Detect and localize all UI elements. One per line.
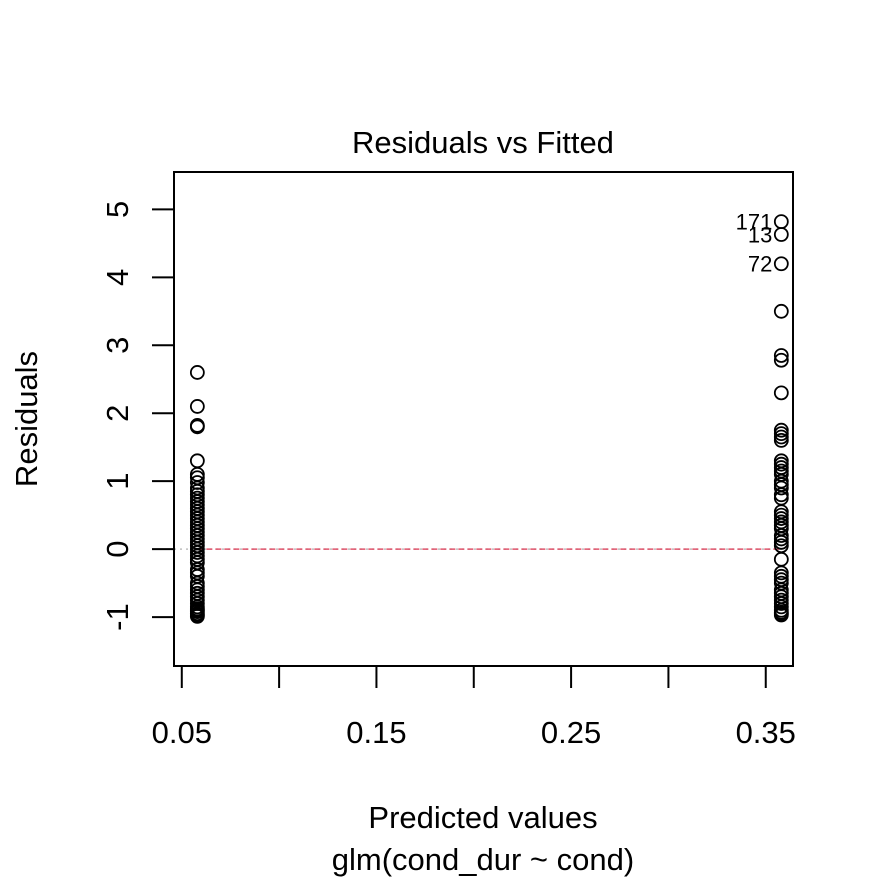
data-point	[773, 348, 789, 363]
y-axis-label: Residuals	[9, 351, 44, 487]
model-formula-label: glm(cond_dur ~ cond)	[332, 842, 634, 877]
y-tick-label: 4	[100, 269, 135, 286]
data-point	[773, 227, 789, 242]
data-point	[773, 214, 789, 230]
data-point	[773, 385, 789, 401]
x-tick-label: 0.05	[152, 715, 212, 750]
y-axis: -1 0 1 2 3 4 5	[100, 201, 175, 631]
y-tick-label: 0	[100, 541, 135, 558]
y-tick-label: 3	[100, 337, 135, 354]
data-point	[773, 352, 789, 368]
y-tick-label: 1	[100, 473, 135, 490]
data-point	[189, 453, 205, 469]
data-point	[189, 399, 205, 414]
data-point	[773, 256, 789, 272]
x-tick-label: 0.35	[736, 715, 796, 750]
x-axis-label: Predicted values	[368, 800, 597, 835]
y-tick-label: 5	[100, 201, 135, 218]
x-axis: 0.05 0.15 0.25 0.35	[152, 665, 796, 750]
data-point	[773, 303, 789, 319]
y-tick-label: -1	[100, 603, 135, 631]
x-tick-label: 0.15	[346, 715, 406, 750]
data-point	[773, 433, 789, 448]
point-label: 72	[748, 252, 772, 277]
data-point	[189, 419, 205, 435]
data-point	[189, 608, 205, 624]
plot-frame	[173, 171, 794, 667]
data-point	[773, 551, 789, 567]
data-point	[189, 365, 205, 380]
points-layer	[189, 214, 789, 624]
data-point	[773, 480, 789, 496]
point-label: 171	[736, 210, 773, 235]
chart-title: Residuals vs Fitted	[352, 125, 614, 160]
point-label: 13	[748, 223, 772, 248]
y-tick-label: 2	[100, 405, 135, 422]
x-tick-label: 0.25	[541, 715, 601, 750]
data-point	[773, 607, 789, 623]
